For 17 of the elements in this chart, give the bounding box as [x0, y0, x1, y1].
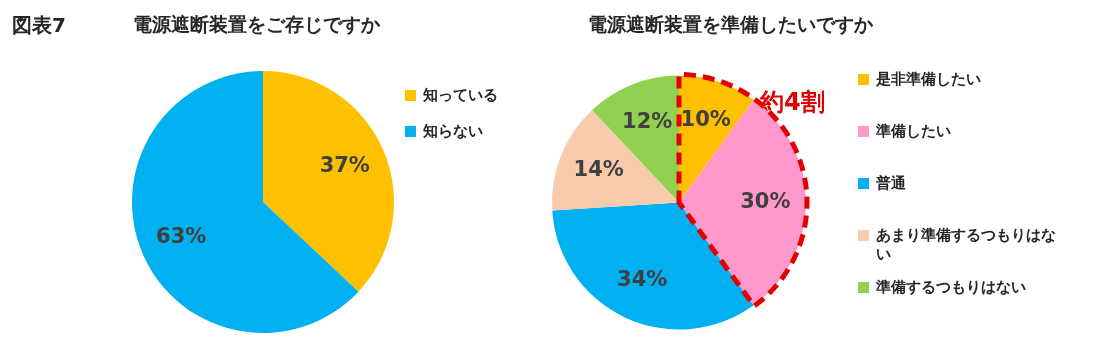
chart-title: 電源遮断装置を準備したいですか — [588, 12, 873, 37]
data-label: 30% — [740, 188, 791, 213]
legend-label: 知っている — [423, 86, 498, 105]
legend-label: 準備するつもりはない — [876, 278, 1026, 297]
legend-label: あまり準備するつもりはない — [876, 226, 1057, 264]
legend-label: 是非準備したい — [876, 70, 981, 89]
chart-title: 電源遮断装置をご存じですか — [133, 12, 380, 37]
data-label: 12% — [622, 108, 673, 133]
data-label: 34% — [617, 267, 668, 292]
legend-label: 準備したい — [876, 122, 951, 141]
legend-label: 普通 — [876, 174, 906, 193]
data-label: 37% — [319, 153, 370, 178]
legend-label: 知らない — [423, 122, 483, 141]
data-label: 10% — [680, 106, 731, 131]
data-label: 63% — [156, 223, 207, 248]
text: 図表7 — [12, 12, 66, 39]
data-label: 14% — [573, 157, 624, 182]
